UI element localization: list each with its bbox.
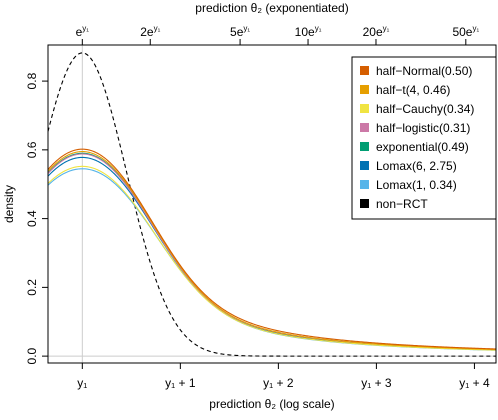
legend-label: half−Cauchy(0.34) — [376, 102, 474, 116]
legend-swatch — [360, 180, 369, 189]
legend-swatch — [360, 85, 369, 94]
legend: half−Normal(0.50) half−t(4, 0.46) half−Cau… — [351, 56, 497, 220]
y-tick-label: 0.4 — [25, 210, 39, 227]
y-tick-label: 0.8 — [25, 72, 39, 89]
legend-box — [351, 56, 497, 220]
top-tick-label: 2ey₁ — [140, 24, 160, 39]
legend-label: half−t(4, 0.46) — [376, 83, 450, 97]
y-tick-label: 0.2 — [25, 279, 39, 296]
legend-label: Lomax(1, 0.34) — [376, 178, 457, 192]
y-axis-label: density — [2, 185, 16, 223]
legend-label: half−Normal(0.50) — [376, 64, 472, 78]
legend-swatch — [360, 161, 369, 170]
axes: y₁ y₁ + 1 y₁ + 2 y₁ + 3 y₁ + 4 0.0 0.2 0.4 0.6 0.… — [25, 24, 490, 390]
legend-swatch — [360, 104, 369, 113]
legend-label: exponential(0.49) — [376, 140, 469, 154]
x-axis-label: prediction θ₂ (log scale) — [209, 397, 334, 411]
x-tick-label: y₁ + 4 — [459, 376, 490, 390]
series-line — [48, 52, 496, 357]
top-axis-label: prediction θ₂ (exponentiated) — [195, 1, 348, 15]
legend-label: half−logistic(0.31) — [376, 121, 470, 135]
legend-swatch — [360, 66, 369, 75]
x-tick-label: y₁ — [77, 376, 87, 390]
top-tick-label: 10ey₁ — [295, 24, 322, 39]
x-tick-label: y₁ + 2 — [263, 376, 294, 390]
top-tick-label: 5ey₁ — [230, 24, 250, 39]
top-tick-label: ey₁ — [76, 24, 90, 39]
x-tick-label: y₁ + 3 — [361, 376, 392, 390]
legend-swatch — [360, 142, 369, 151]
legend-swatch — [360, 123, 369, 132]
y-tick-label: 0.6 — [25, 141, 39, 158]
x-tick-label: y₁ + 1 — [165, 376, 196, 390]
plot-lines — [48, 45, 496, 363]
top-tick-label: 50ey₁ — [452, 24, 479, 39]
legend-label: Lomax(6, 2.75) — [376, 159, 457, 173]
series-line — [48, 165, 496, 351]
legend-label: non−RCT — [376, 197, 428, 211]
y-tick-label: 0.0 — [25, 347, 39, 364]
series-line — [48, 151, 496, 351]
top-tick-label: 20ey₁ — [363, 24, 390, 39]
series-line — [48, 148, 496, 350]
plot-area — [48, 45, 496, 363]
legend-swatch — [360, 199, 369, 208]
